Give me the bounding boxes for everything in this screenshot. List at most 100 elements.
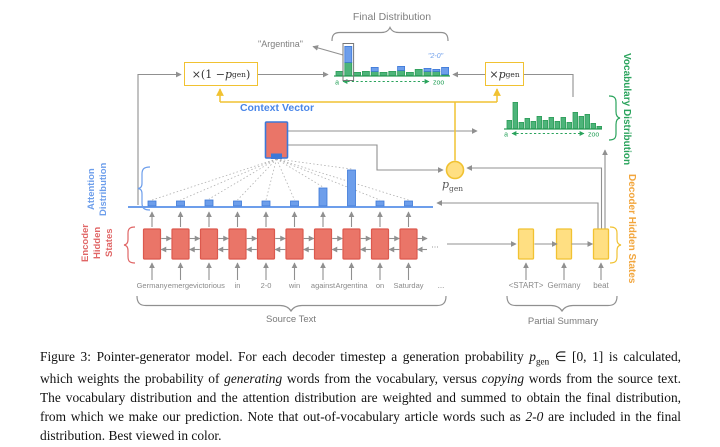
final-dist-bar-green — [344, 62, 353, 76]
two-zero-bar-label: "2-0" — [428, 53, 444, 60]
attention-bar — [347, 169, 356, 207]
vocab-axis-zoo-label: zoo — [588, 132, 599, 139]
attention-bars-layer — [147, 169, 413, 207]
encoder-state-box — [399, 228, 418, 260]
source-word: in — [235, 281, 241, 290]
attention-fan-layer — [151, 158, 409, 201]
final-dist-bar-green — [405, 72, 414, 76]
argentina-annotation-arrow — [312, 45, 344, 56]
final-dist-bar-green — [414, 69, 423, 76]
vocabulary-distribution-label: Vocabulary Distribution — [621, 52, 632, 166]
source-word: Saturday — [393, 281, 423, 290]
source-word: emerge — [168, 281, 193, 290]
wire-vocab-to-gen-multiplier — [523, 73, 574, 97]
source-text-label: Source Text — [266, 314, 316, 325]
attention-bar — [290, 200, 299, 207]
decoder-word: <START> — [509, 281, 544, 290]
encoder-state-box — [142, 228, 162, 260]
source-word: victorious — [193, 281, 225, 290]
final-axis-a-label: a — [335, 80, 339, 87]
final-dist-bar-green — [379, 72, 388, 76]
vocab-dist-bar — [506, 120, 512, 129]
attention-fan-line — [276, 158, 295, 201]
decoder-hidden-states-label: Decoder Hidden States — [626, 174, 637, 284]
wires-layer — [128, 45, 608, 229]
context-vector-label: Context Vector — [239, 102, 315, 114]
argentina-prediction-label: "Argentina" — [258, 39, 303, 49]
context-vector-base — [271, 153, 282, 159]
final-dist-bar-green — [388, 71, 397, 76]
final-dist-bar-green — [361, 71, 370, 76]
partial-summary-brace — [506, 295, 618, 313]
vocab-dist-bar — [518, 122, 524, 129]
attention-fan-line — [265, 158, 277, 201]
vocab-dist-bar — [566, 122, 572, 129]
pointer-generator-diagram: Germany emerge victorious in 2-0 win against Ar… — [123, 25, 622, 313]
attention-fan-line — [151, 158, 277, 201]
final-dist-bar-blue — [423, 68, 432, 72]
vocab-dist-bar — [536, 116, 542, 129]
encoder-state-box — [370, 228, 390, 260]
attention-bar — [176, 200, 185, 207]
wire-attention-to-copy-multiplier — [137, 71, 182, 205]
final-dist-bar-blue — [432, 69, 441, 72]
encoder-state-box — [285, 228, 304, 260]
wire-decoder-to-attention — [436, 200, 599, 229]
figure-caption: Figure 3: Pointer-generator model. For e… — [40, 349, 682, 444]
vocab-dist-bar — [596, 126, 602, 129]
encoder-state-box — [228, 228, 247, 260]
vocab-dist-bar — [554, 121, 560, 129]
attention-bar — [318, 187, 328, 207]
final-dist-bar-blue — [441, 67, 450, 75]
vocab-dist-bar — [512, 102, 518, 129]
encoder-state-box — [342, 228, 361, 260]
attention-bar — [261, 200, 271, 207]
wire-decoder-to-pgen — [466, 165, 603, 229]
final-dist-bar-blue — [397, 66, 406, 71]
final-dist-bar-green — [353, 72, 362, 76]
encoder-chain-ellipsis: ... — [431, 240, 439, 250]
attention-bar — [404, 200, 413, 207]
attention-fan-line — [276, 158, 381, 201]
encoder-state-box — [313, 228, 333, 260]
attention-fan-line — [237, 158, 277, 201]
attention-bar — [375, 200, 385, 207]
final-dist-bar-blue — [370, 67, 379, 72]
pgen-node — [445, 160, 465, 180]
vocab-dist-bar — [578, 116, 584, 129]
decoder-word: beat — [593, 281, 609, 290]
vocab-dist-bar — [524, 118, 530, 129]
source-word-ellipsis: ... — [438, 281, 445, 290]
attention-bar — [204, 199, 214, 207]
vocab-dist-bar — [572, 112, 578, 129]
decoder-layer: <START> Germany beat — [447, 228, 610, 290]
attention-brace — [137, 166, 151, 211]
attention-fan-line — [276, 158, 409, 201]
final-distribution-label: Final Distribution — [352, 11, 432, 23]
vocab-dist-bar — [560, 117, 566, 129]
final-dist-bar-green — [370, 71, 379, 76]
decoder-state-box — [517, 228, 535, 260]
decoder-state-box — [592, 228, 610, 260]
final-dist-bar-blue — [344, 46, 353, 63]
final-dist-bar-green — [335, 71, 344, 76]
encoder-hidden-states-label: Encoder Hidden States — [80, 224, 115, 263]
overlay-layer: a zoo a zoo — [123, 25, 622, 313]
final-dist-bar-green — [423, 71, 432, 76]
vocab-distribution-layer — [506, 102, 602, 129]
source-word: on — [376, 281, 384, 290]
final-distribution-brace — [331, 25, 449, 42]
copy-multiplier-box: ×(1 − p gen) — [184, 62, 258, 86]
source-word: Germany — [137, 281, 168, 290]
attention-fan-line — [180, 158, 277, 201]
vocab-dist-bar — [530, 121, 536, 129]
source-word: Argentina — [335, 281, 368, 290]
decoder-brace — [609, 226, 622, 264]
final-axis-zoo-label: zoo — [433, 80, 444, 87]
source-word: 2-0 — [261, 281, 272, 290]
attention-fan-line — [208, 158, 277, 200]
wire-context-to-pgen — [288, 144, 444, 173]
attention-bar — [233, 200, 242, 207]
source-text-brace — [136, 295, 447, 313]
